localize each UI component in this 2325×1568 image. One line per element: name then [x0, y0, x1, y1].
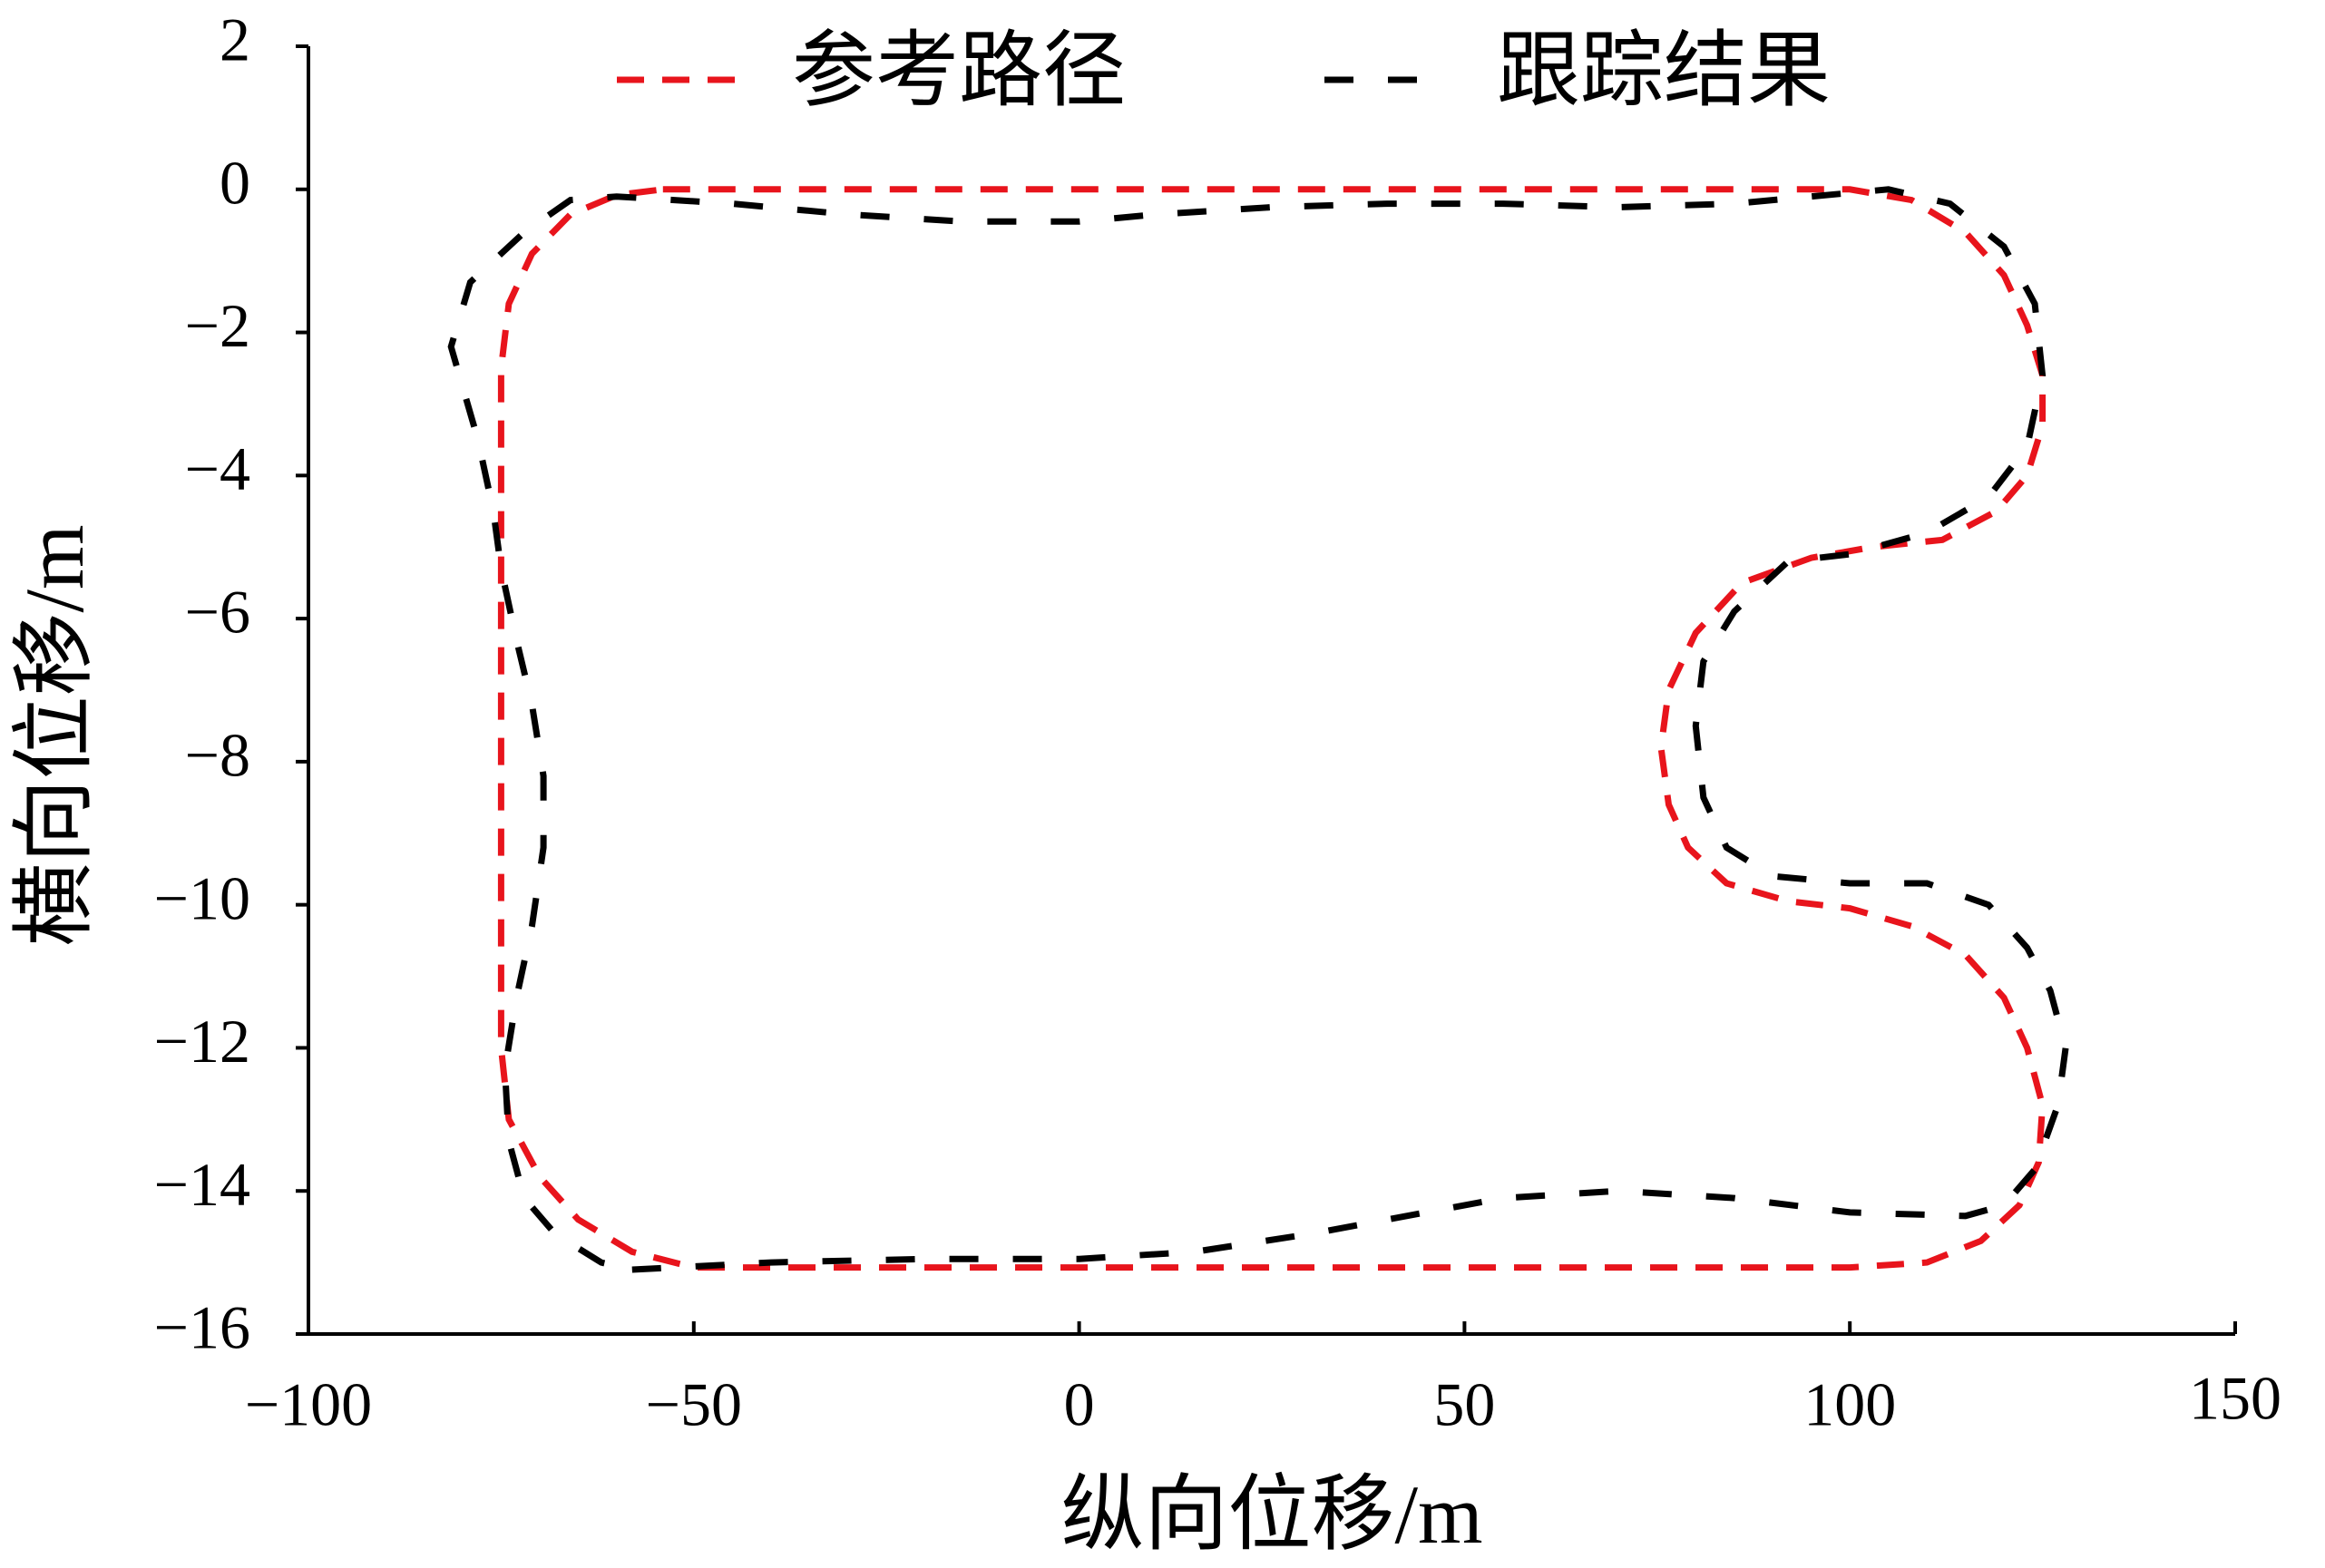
y-tick-label: 0 [220, 148, 250, 217]
y-tick-label: −2 [185, 291, 250, 360]
series-line [447, 186, 2069, 1273]
x-tick-label: 150 [2189, 1364, 2281, 1433]
x-axis-label: 纵向位移/m [1060, 1468, 1482, 1561]
legend-label: 跟踪结果 [1497, 24, 1831, 117]
x-tick-label: 50 [1433, 1370, 1495, 1439]
series-line [497, 186, 2047, 1271]
y-tick-label: −16 [154, 1293, 250, 1362]
y-tick-label: −14 [154, 1150, 250, 1219]
x-tick-label: 100 [1803, 1370, 1896, 1439]
y-tick-label: −12 [154, 1007, 250, 1076]
y-tick-label: −10 [154, 863, 250, 932]
y-tick-label: −8 [185, 720, 250, 789]
x-tick-label: −50 [646, 1370, 742, 1439]
x-tick-label: −100 [245, 1370, 372, 1439]
x-tick-label: 0 [1064, 1370, 1095, 1439]
legend-label: 参考路径 [792, 24, 1126, 117]
y-tick-label: 2 [220, 5, 250, 74]
y-tick-label: −6 [185, 578, 250, 647]
y-tick-label: −4 [185, 434, 250, 503]
y-axis-label: 横向位移/m [8, 524, 101, 946]
